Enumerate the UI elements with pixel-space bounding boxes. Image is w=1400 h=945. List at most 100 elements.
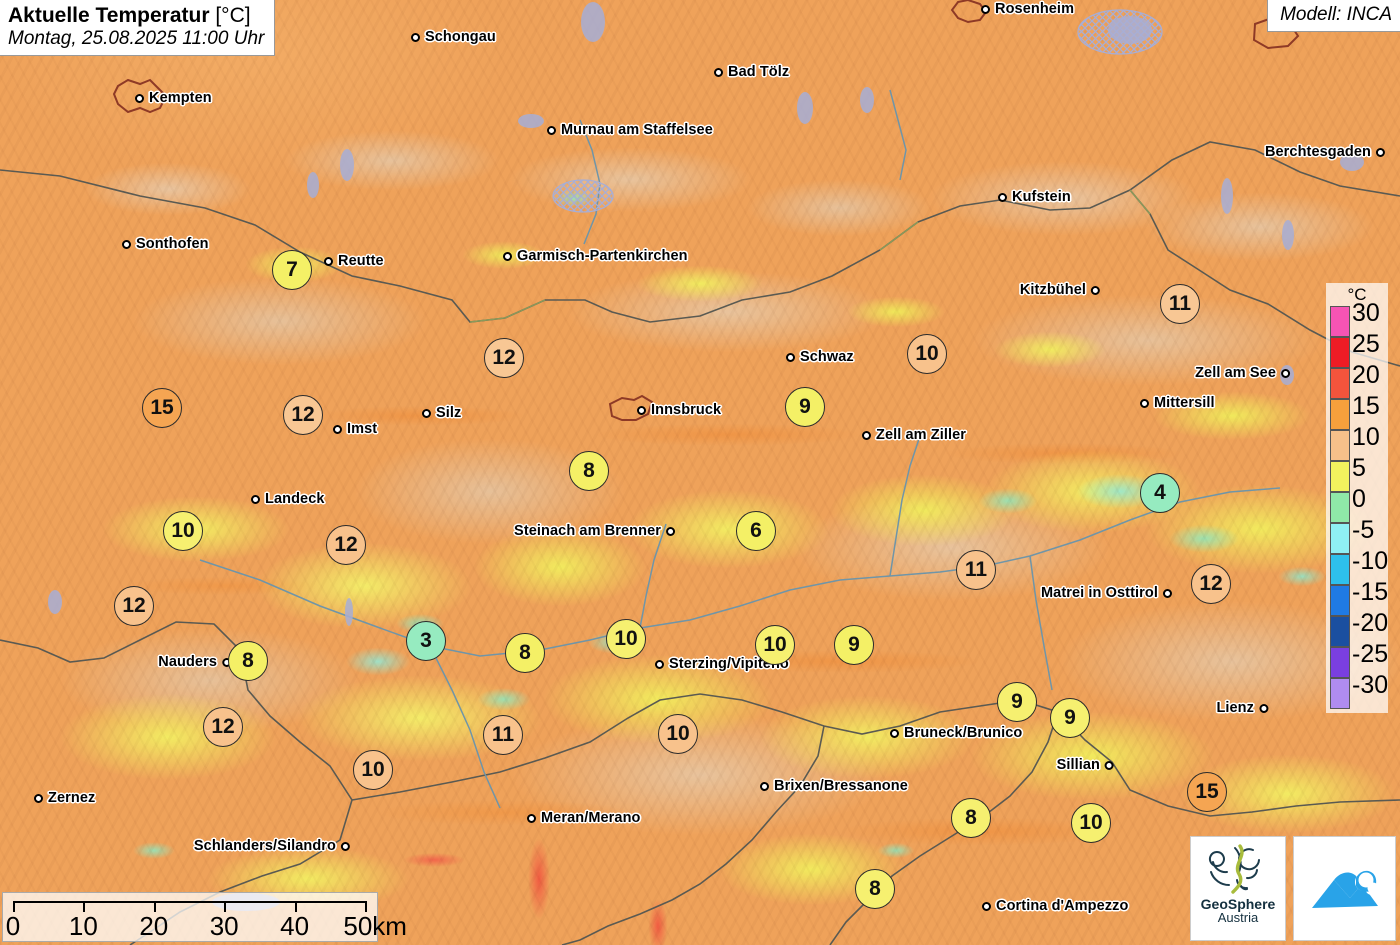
- place-label: Sonthofen: [136, 236, 209, 252]
- place-label: Schlanders/Silandro: [193, 838, 336, 854]
- place-marker: Zernez: [34, 790, 95, 806]
- legend-row: -5: [1329, 517, 1385, 554]
- place-label: Innsbruck: [651, 402, 722, 418]
- station-temperature-bubble: 10: [163, 511, 203, 551]
- station-temperature-bubble: 15: [1187, 772, 1227, 812]
- station-temperature-bubble: 10: [353, 750, 393, 790]
- place-marker: Berchtesgaden: [1265, 144, 1385, 160]
- place-label: Rosenheim: [995, 1, 1075, 17]
- place-marker: Murnau am Staffelsee: [547, 122, 713, 138]
- legend-color-swatch: [1330, 646, 1350, 678]
- legend-color-swatch: [1330, 305, 1350, 337]
- legend-row: -30: [1329, 672, 1388, 709]
- place-marker: Rosenheim: [981, 1, 1074, 17]
- place-dot-icon: [666, 526, 675, 536]
- station-temperature-bubble: 7: [272, 250, 312, 290]
- place-marker: Matrei in Osttirol: [1041, 585, 1172, 601]
- scale-tick-label: 0: [5, 911, 21, 941]
- place-label: Silz: [436, 405, 462, 421]
- place-dot-icon: [890, 728, 899, 738]
- river-lines: [199, 89, 1281, 809]
- station-temperature-bubble: 10: [606, 619, 646, 659]
- station-temperature-bubble: 8: [855, 869, 895, 909]
- legend-color-swatch: [1330, 460, 1350, 492]
- legend-row: 20: [1329, 362, 1385, 399]
- place-dot-icon: [786, 352, 795, 362]
- place-dot-icon: [122, 239, 131, 249]
- legend-row: 5: [1329, 455, 1385, 492]
- place-label: Zernez: [48, 790, 96, 806]
- place-dot-icon: [637, 405, 646, 415]
- place-marker: Kufstein: [998, 189, 1071, 205]
- legend-row: -15: [1329, 579, 1388, 616]
- place-label: Nauders: [158, 654, 217, 670]
- scale-tick: [294, 901, 297, 912]
- station-temperature-bubble: 11: [483, 715, 523, 755]
- place-dot-icon: [1163, 588, 1172, 598]
- title-box: Aktuelle Temperatur [°C] Montag, 25.08.2…: [0, 0, 276, 57]
- place-label: Schongau: [425, 29, 496, 45]
- place-marker: Landeck: [251, 491, 325, 507]
- place-label: Kitzbühel: [1019, 282, 1086, 298]
- place-dot-icon: [333, 424, 342, 434]
- place-label: Lienz: [1216, 700, 1254, 716]
- place-label: Imst: [347, 421, 378, 437]
- station-temperature-bubble: 10: [907, 334, 947, 374]
- place-dot-icon: [503, 251, 512, 261]
- place-label: Cortina d'Ampezzo: [996, 898, 1129, 914]
- place-label: Mittersill: [1154, 395, 1215, 411]
- station-temperature-bubble: 10: [1071, 803, 1111, 843]
- lake-shapes: [48, 2, 1364, 911]
- place-label: Garmisch-Partenkirchen: [517, 248, 688, 264]
- legend-color-swatch: [1330, 491, 1350, 523]
- hatched-lake: [552, 9, 1163, 213]
- legend-value-label: -30: [1352, 670, 1389, 699]
- station-temperature-bubble: 12: [283, 395, 323, 435]
- station-temperature-bubble: 9: [997, 682, 1037, 722]
- place-marker: Bruneck/Brunico: [890, 725, 1022, 741]
- legend-value-label: -25: [1352, 639, 1389, 668]
- station-temperature-bubble: 12: [1191, 564, 1231, 604]
- place-dot-icon: [341, 841, 350, 851]
- scale-tick: [365, 901, 367, 912]
- legend-rows: 30 25 20 15 10 5 0 -5 -10 -15 -20 -25 -30: [1329, 300, 1389, 709]
- station-temperature-bubble: 9: [834, 625, 874, 665]
- legend-value-label: -15: [1352, 577, 1389, 606]
- place-dot-icon: [251, 494, 260, 504]
- place-marker: Schlanders/Silandro: [194, 838, 350, 854]
- place-marker: Schongau: [411, 29, 496, 45]
- legend-value-label: 25: [1352, 329, 1380, 358]
- legend-row: -20: [1329, 610, 1388, 647]
- place-dot-icon: [760, 781, 769, 791]
- station-temperature-bubble: 8: [951, 798, 991, 838]
- station-temperature-bubble: 12: [326, 525, 366, 565]
- station-temperature-bubble: 6: [736, 511, 776, 551]
- place-dot-icon: [1281, 368, 1290, 378]
- place-label: Brixen/Bressanone: [774, 778, 908, 794]
- legend-value-label: 30: [1352, 298, 1380, 327]
- scale-tick: [153, 901, 156, 912]
- legend-value-label: 15: [1352, 391, 1380, 420]
- legend-value-label: 5: [1352, 453, 1366, 482]
- station-temperature-bubble: 9: [1050, 698, 1090, 738]
- scale-tick-label: 40: [280, 911, 310, 941]
- place-label: Zell am Ziller: [876, 427, 967, 443]
- place-dot-icon: [998, 192, 1007, 202]
- scale-ticks: [13, 901, 367, 913]
- station-temperature-bubble: 8: [569, 451, 609, 491]
- place-dot-icon: [547, 125, 556, 135]
- title-unit-text: [°C]: [215, 4, 251, 27]
- station-temperature-bubble: 8: [228, 641, 268, 681]
- station-temperature-bubble: 12: [203, 707, 243, 747]
- place-dot-icon: [1091, 285, 1100, 295]
- scale-tick-label: 10: [68, 911, 98, 941]
- station-temperature-bubble: 11: [956, 550, 996, 590]
- place-label: Kempten: [149, 90, 212, 106]
- place-marker: Lienz: [1216, 700, 1268, 716]
- legend-color-swatch: [1330, 398, 1350, 430]
- legend-value-label: 0: [1352, 484, 1366, 513]
- legend-value-label: -20: [1352, 608, 1389, 637]
- station-temperature-bubble: 15: [142, 388, 182, 428]
- place-label: Sterzing/Vipiteno: [669, 656, 789, 672]
